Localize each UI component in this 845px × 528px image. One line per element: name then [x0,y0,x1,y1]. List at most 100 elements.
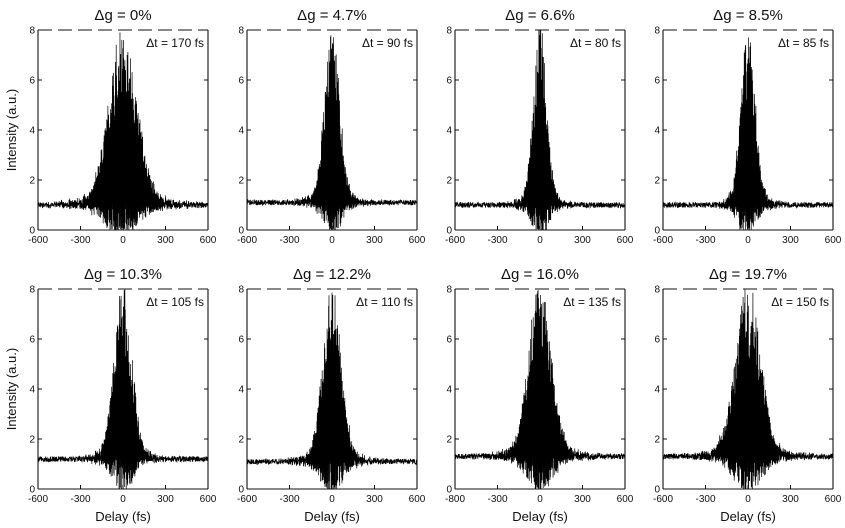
y-tick-label: 8 [654,285,660,296]
x-tick-label: 300 [366,494,383,505]
y-tick-label: 8 [446,26,452,37]
x-tick-label: 600 [409,235,426,246]
y-tick-label: 2 [29,435,35,446]
panel-1: Δg = 0% Δt = 170 fs 0 2 4 6 8 -600 -300 0 300 600 In… [4,7,217,246]
pulse-width-label: Δt = 110 fs [356,295,413,309]
x-tick-label: -600 [237,494,257,505]
x-tick-label: 300 [782,235,799,246]
pulse-width-label: Δt = 105 fs [146,295,204,309]
x-tick-label: -300 [695,235,715,246]
x-tick-label: -300 [695,494,715,505]
panel-title: Δg = 16.0% [501,266,579,283]
panel-title: Δg = 4.7% [297,7,367,24]
y-tick-label: 0 [238,226,244,237]
x-tick-label: 300 [366,235,383,246]
x-tick-label: 0 [745,235,751,246]
panel-title: Δg = 8.5% [713,7,783,24]
y-tick-label: 2 [446,435,452,446]
x-axis-label: Delay (fs) [304,509,360,524]
panel-title: Δg = 12.2% [293,266,371,283]
y-tick-label: 6 [654,335,660,346]
x-tick-label: -300 [487,235,507,246]
y-tick-label: 6 [654,76,660,87]
x-tick-label: 600 [200,494,217,505]
y-tick-label: 4 [654,385,660,396]
y-tick-label: 2 [446,176,452,187]
x-tick-label: 0 [537,235,543,246]
x-axis-label: Delay (fs) [95,509,151,524]
y-tick-label: 0 [446,485,452,496]
panel-title: Δg = 19.7% [709,266,787,283]
panel-6: Δg = 12.2% Δt = 110 fs 0 2 4 6 8 -600 -300 0 300 60… [237,266,426,524]
y-tick-label: 8 [238,26,244,37]
y-tick-label: 4 [29,126,35,137]
x-tick-label: -300 [70,494,90,505]
y-tick-label: 0 [654,485,660,496]
panel-3: Δg = 6.6% Δt = 80 fs 0 2 4 6 8 -600 -300 0 300 600 [445,7,634,246]
y-tick-label: 8 [29,285,35,296]
autocorrelation-trace [662,288,834,490]
x-tick-label: 600 [200,235,217,246]
x-tick-label: -300 [279,235,299,246]
y-tick-label: 6 [29,335,35,346]
y-tick-label: 8 [238,285,244,296]
autocorrelation-trace [662,37,834,231]
x-tick-label: 300 [157,235,174,246]
y-tick-label: 8 [29,26,35,37]
panel-8: Δg = 19.7% Δt = 150 fs 0 2 4 6 8 -600 -300 0 300 60… [653,266,842,524]
x-tick-label: -600 [237,235,257,246]
pulse-width-label: Δt = 135 fs [563,295,621,309]
pulse-width-label: Δt = 150 fs [771,295,829,309]
x-tick-label: -600 [28,235,48,246]
panel-title: Δg = 6.6% [505,7,575,24]
y-tick-label: 2 [654,435,660,446]
x-tick-label: 600 [617,494,634,505]
panel-2: Δg = 4.7% Δt = 90 fs 0 2 4 6 8 -600 -300 0 300 600 [237,7,426,246]
x-tick-label: 0 [329,235,335,246]
x-tick-label: -600 [28,494,48,505]
x-tick-label: -600 [653,235,673,246]
x-tick-label: 300 [574,494,591,505]
x-tick-label: 0 [329,494,335,505]
autocorrelation-trace [246,35,418,231]
y-tick-label: 6 [238,76,244,87]
panel-5: Δg = 10.3% Δt = 105 fs 0 2 4 6 8 -600 -300 0 300 60… [4,266,217,524]
x-tick-label: 0 [120,235,126,246]
x-axis-label: Delay (fs) [720,509,776,524]
panel-title: Δg = 10.3% [84,266,162,283]
x-tick-label: -800 [445,494,465,505]
pulse-width-label: Δt = 90 fs [362,36,413,50]
y-tick-label: 0 [29,226,35,237]
y-tick-label: 4 [446,385,452,396]
x-axis-label: Delay (fs) [512,509,568,524]
x-tick-label: -600 [653,494,673,505]
autocorrelation-trace [454,29,626,231]
panel-7: Δg = 16.0% Δt = 135 fs 0 2 4 6 8 -800 -300 0 300 60… [445,266,634,524]
autocorrelation-trace [454,290,626,490]
y-tick-label: 4 [29,385,35,396]
x-tick-label: 0 [120,494,126,505]
y-tick-label: 4 [446,126,452,137]
x-tick-label: 300 [782,494,799,505]
y-tick-label: 2 [238,435,244,446]
x-tick-label: 600 [617,235,634,246]
y-tick-label: 6 [29,76,35,87]
x-tick-label: 600 [825,494,842,505]
x-tick-label: -300 [487,494,507,505]
x-tick-label: 600 [409,494,426,505]
pulse-width-label: Δt = 85 fs [778,36,829,50]
y-tick-label: 6 [446,76,452,87]
y-tick-label: 0 [446,226,452,237]
y-tick-label: 6 [238,335,244,346]
pulse-width-label: Δt = 80 fs [570,36,621,50]
x-tick-label: -300 [70,235,90,246]
x-tick-label: 0 [745,494,751,505]
y-tick-label: 4 [238,385,244,396]
panel-title: Δg = 0% [94,7,151,24]
pulse-width-label: Δt = 170 fs [146,36,204,50]
y-tick-label: 2 [238,176,244,187]
y-tick-label: 8 [446,285,452,296]
y-tick-label: 2 [29,176,35,187]
x-tick-label: 0 [537,494,543,505]
